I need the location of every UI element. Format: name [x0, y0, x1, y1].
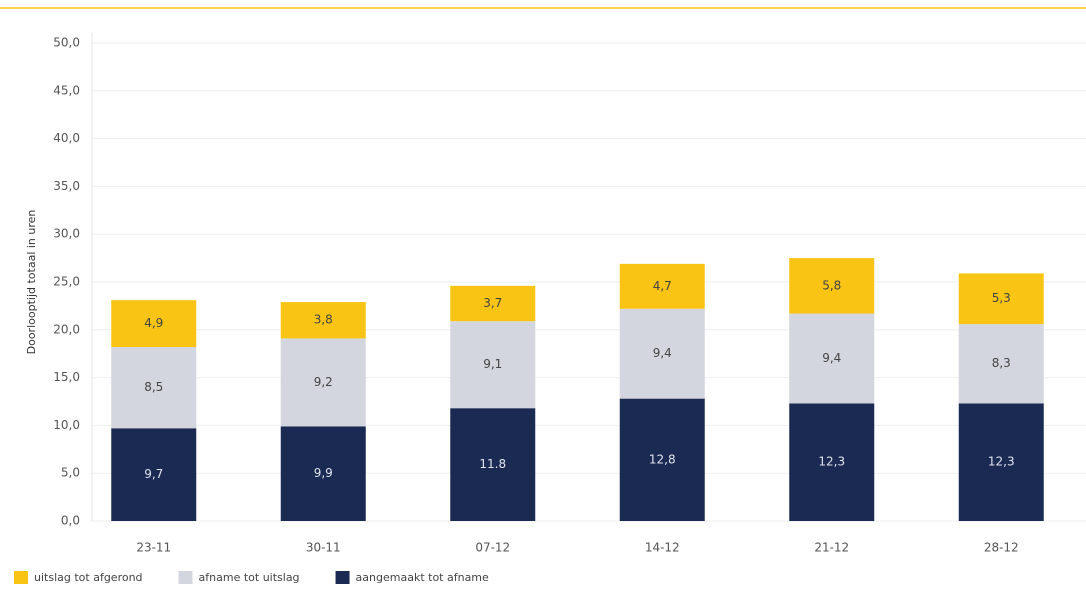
bar-segment [619, 263, 705, 309]
bar-segment [111, 347, 197, 429]
data-label: 4,7 [653, 279, 672, 293]
data-label: 9,2 [314, 375, 333, 389]
bar-segment [280, 426, 366, 521]
x-tick-label: 23-11 [136, 541, 171, 555]
bar-segment [958, 403, 1044, 521]
y-tick-label: 50,0 [53, 36, 80, 50]
data-label: 8,3 [992, 356, 1011, 370]
y-tick-label: 45,0 [53, 83, 80, 97]
y-tick-label: 40,0 [53, 131, 80, 145]
legend-label: uitslag tot afgerond [34, 571, 143, 584]
bar-segment [111, 428, 197, 521]
bar-segment [280, 302, 366, 339]
y-tick-label: 0,0 [61, 514, 80, 528]
legend-label: afname tot uitslag [199, 571, 300, 584]
bar-segment [958, 324, 1044, 404]
bar-segment [111, 300, 197, 348]
y-axis-label: Doorlooptijd totaal in uren [25, 210, 38, 355]
y-tick-label: 25,0 [53, 275, 80, 289]
x-tick-label: 14-12 [645, 541, 680, 555]
data-label: 9,9 [314, 466, 333, 480]
legend-swatch [335, 571, 350, 584]
legend-swatch [14, 571, 28, 584]
data-label: 3,7 [483, 296, 502, 310]
bar-segment [619, 398, 705, 521]
data-label: 11.8 [479, 457, 506, 471]
data-label: 8,5 [144, 380, 163, 394]
x-tick-label: 07-12 [475, 541, 510, 555]
bar-segment [280, 338, 366, 427]
legend-swatch [178, 571, 193, 584]
y-tick-label: 5,0 [61, 466, 80, 480]
y-tick-label: 10,0 [53, 418, 80, 432]
y-tick-label: 20,0 [53, 322, 80, 336]
x-tick-label: 28-12 [984, 541, 1019, 555]
data-label: 9,4 [822, 351, 841, 365]
y-tick-label: 15,0 [53, 370, 80, 384]
bar-segment [789, 403, 875, 521]
bar-segment [789, 313, 875, 404]
y-tick-label: 30,0 [53, 227, 80, 241]
x-tick-label: 21-12 [814, 541, 849, 555]
data-label: 9,4 [653, 346, 672, 360]
bar-segment [958, 273, 1044, 325]
data-label: 5,8 [822, 278, 841, 292]
data-label: 4,9 [144, 316, 163, 330]
data-label: 5,3 [992, 291, 1011, 305]
data-label: 3,8 [314, 313, 333, 327]
data-label: 12,8 [649, 452, 676, 466]
data-label: 12,3 [818, 455, 845, 469]
data-label: 12,3 [988, 455, 1015, 469]
bar-segment [450, 408, 536, 521]
data-label: 9,7 [144, 467, 163, 481]
bar-segment [619, 308, 705, 399]
bar-segment [450, 321, 536, 409]
bar-segment [450, 285, 536, 322]
x-tick-label: 30-11 [306, 541, 341, 555]
y-tick-label: 35,0 [53, 179, 80, 193]
bar-segment [789, 258, 875, 314]
legend-label: aangemaakt tot afname [356, 571, 489, 584]
data-label: 9,1 [483, 357, 502, 371]
